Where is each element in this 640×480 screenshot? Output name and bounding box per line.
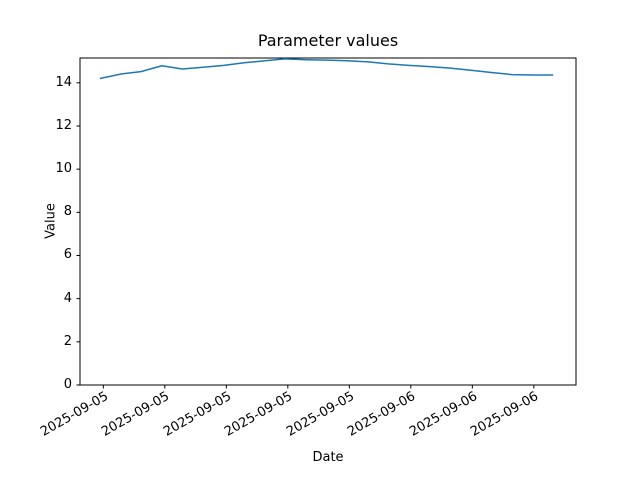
y-axis-label: Value <box>43 203 59 239</box>
x-axis-label: Date <box>312 450 344 465</box>
y-tick-label: 0 <box>63 377 72 392</box>
y-tick-label: 8 <box>63 204 72 220</box>
y-tick-label: 6 <box>63 247 72 263</box>
chart-title: Parameter values <box>257 31 399 50</box>
y-tick-label: 10 <box>55 161 72 177</box>
y-tick-label: 4 <box>63 290 72 306</box>
axes-frame <box>79 57 577 386</box>
y-tick-label: 14 <box>55 74 72 90</box>
data-line <box>99 58 554 80</box>
y-tick-label: 12 <box>55 117 72 133</box>
y-tick-label: 2 <box>63 333 72 349</box>
